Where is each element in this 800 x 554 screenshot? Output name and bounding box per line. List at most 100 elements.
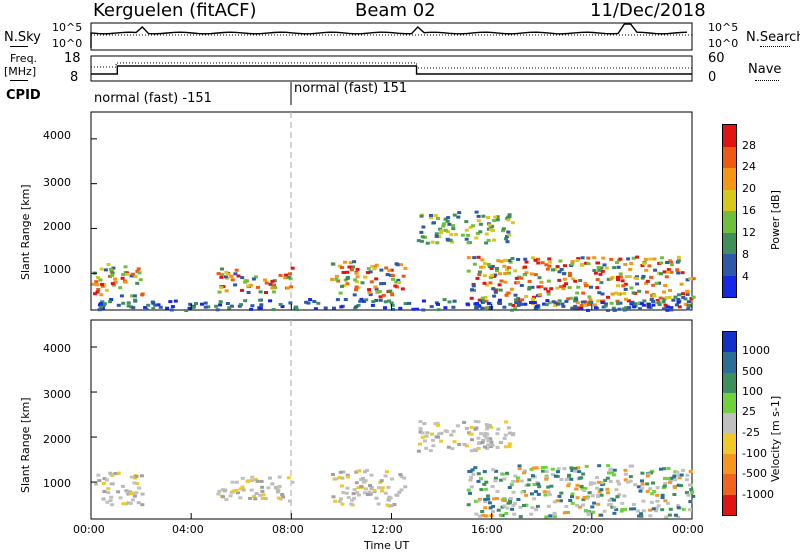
- velocity-echo-cell: [255, 479, 260, 483]
- freq-unit-label: [MHz]: [4, 65, 37, 78]
- velocity-echo-cell: [686, 493, 691, 497]
- power-echo-cell: [624, 275, 629, 279]
- power-echo-cell: [436, 216, 440, 220]
- power-echo-cell: [383, 300, 388, 304]
- power-echo-cell: [615, 299, 620, 303]
- velocity-echo-cell: [507, 431, 512, 435]
- power-echo-cell: [345, 270, 350, 274]
- velocity-echo-cell: [248, 496, 252, 500]
- velocity-echo-cell: [522, 504, 526, 507]
- velocity-echo-cell: [508, 497, 513, 500]
- power-echo-cell: [263, 278, 267, 282]
- power-echo-cell: [353, 306, 358, 310]
- power-echo-cell: [617, 307, 622, 311]
- velocity-echo-cell: [132, 481, 137, 485]
- power-echo-cell: [498, 288, 503, 292]
- velocity-echo-cell: [524, 493, 529, 497]
- velocity-echo-cell: [457, 443, 462, 446]
- power-echo-cell: [544, 303, 549, 307]
- power-echo-cell: [561, 287, 566, 291]
- power-echo-cell: [586, 308, 590, 312]
- power-echo-cell: [567, 271, 572, 275]
- power-echo-cell: [564, 282, 568, 286]
- power-echo-cell: [499, 279, 504, 283]
- power-echo-cell: [218, 300, 223, 304]
- power-echo-cell: [592, 269, 597, 272]
- power-echo-cell: [456, 215, 461, 219]
- power-echo-cell: [373, 285, 378, 289]
- velocity-echo-cell: [494, 469, 499, 473]
- velocity-cb-tick-m1000: -1000: [742, 488, 774, 501]
- velocity-echo-cell: [566, 484, 571, 488]
- power-echo-cell: [135, 269, 140, 273]
- velocity-echo-cell: [584, 509, 588, 513]
- velocity-echo-cell: [508, 498, 513, 502]
- power-echo-cell: [586, 262, 591, 266]
- power-echo-cell: [615, 261, 619, 264]
- velocity-echo-cell: [557, 494, 562, 498]
- velocity-cb-tick-m100: -100: [742, 447, 767, 460]
- velocity-echo-cell: [536, 492, 541, 496]
- power-echo-cell: [618, 272, 623, 276]
- velocity-echo-cell: [470, 438, 474, 442]
- power-echo-cell: [304, 300, 309, 304]
- power-echo-cell: [505, 240, 510, 244]
- velocity-echo-cell: [482, 445, 487, 449]
- power-echo-cell: [668, 259, 673, 263]
- power-echo-cell: [532, 301, 537, 304]
- power-echo-cell: [482, 281, 487, 285]
- power-echo-cell: [622, 307, 627, 311]
- power-echo-cell: [486, 263, 491, 266]
- velocity-ytick-1000: 1000: [43, 477, 71, 490]
- colorbar-swatch: [723, 275, 736, 297]
- power-echo-cell: [530, 285, 535, 289]
- velocity-echo-cell: [228, 494, 233, 498]
- power-echo-cell: [477, 304, 482, 308]
- velocity-echo-cell: [510, 507, 514, 511]
- velocity-echo-cell: [612, 506, 617, 510]
- velocity-echo-cell: [110, 482, 115, 486]
- nave-tick-top: 60: [708, 51, 725, 66]
- power-echo-cell: [446, 216, 451, 220]
- power-echo-cell: [632, 305, 637, 309]
- velocity-echo-cell: [449, 433, 454, 437]
- power-echo-cell: [434, 232, 439, 236]
- velocity-echo-cell: [575, 496, 580, 500]
- power-echo-cell: [575, 291, 580, 295]
- velocity-echo-cell: [476, 472, 481, 476]
- power-echo-cell: [379, 268, 384, 272]
- power-echo-cell: [579, 307, 584, 310]
- power-echo-cell: [153, 303, 158, 307]
- xaxis-label: Time UT: [364, 539, 410, 552]
- power-echo-cell: [604, 302, 608, 306]
- power-echo-cell: [354, 271, 359, 275]
- power-echo-cell: [616, 302, 621, 306]
- power-echo-cell: [255, 285, 260, 289]
- velocity-echo-cell: [118, 496, 123, 500]
- velocity-echo-cell: [420, 431, 425, 435]
- power-echo-cell: [239, 303, 243, 307]
- velocity-echo-cell: [128, 501, 133, 505]
- cpid-label: CPID: [6, 88, 41, 103]
- velocity-echo-cell: [378, 480, 383, 484]
- velocity-echo-cell: [96, 473, 101, 477]
- power-echo-cell: [347, 265, 352, 269]
- power-echo-cell: [220, 273, 225, 277]
- power-echo-cell: [631, 256, 636, 260]
- power-echo-cell: [475, 231, 480, 235]
- velocity-echo-cell: [599, 481, 604, 485]
- velocity-echo-cell: [628, 464, 633, 468]
- power-echo-cell: [558, 259, 563, 263]
- velocity-echo-cell: [485, 427, 490, 431]
- velocity-echo-cell: [386, 485, 391, 489]
- power-echo-cell: [288, 277, 293, 281]
- velocity-echo-cell: [388, 496, 393, 500]
- velocity-echo-cell: [573, 467, 578, 470]
- power-echo-cell: [390, 274, 395, 278]
- velocity-echo-cell: [260, 489, 265, 493]
- power-echo-cell: [382, 282, 386, 285]
- velocity-echo-cell: [240, 485, 245, 489]
- velocity-echo-cell: [379, 479, 384, 483]
- power-echo-cell: [523, 257, 528, 261]
- nsky-tick-top: 10^5: [52, 21, 83, 34]
